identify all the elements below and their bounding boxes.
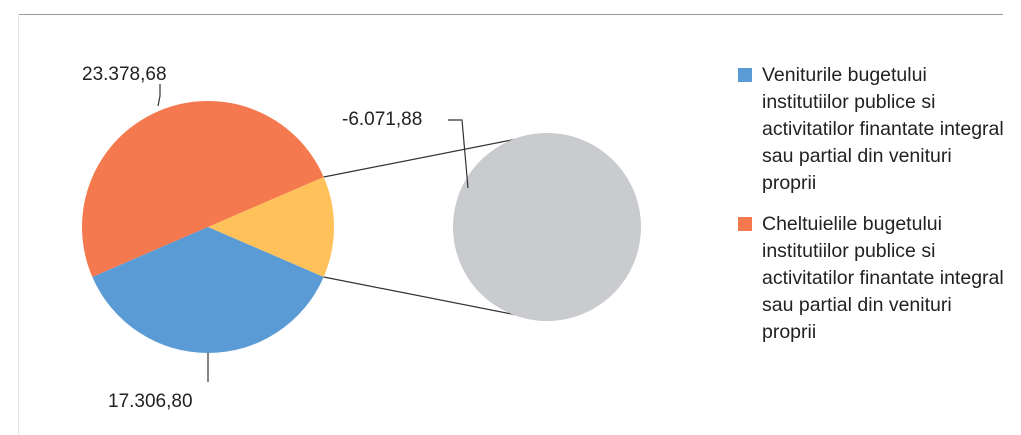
primary-pie xyxy=(81,100,335,354)
legend-item-cheltuieli: Cheltuielile bugetului institutiilor pub… xyxy=(738,211,1008,346)
legend-text-venituri: Veniturile bugetului institutiilor publi… xyxy=(762,64,1004,194)
left-border xyxy=(18,14,19,435)
data-label-cheltuieli: 23.378,68 xyxy=(82,64,167,85)
legend: Veniturile bugetului institutiilor publi… xyxy=(738,62,1008,360)
legend-item-venituri: Veniturile bugetului institutiilor publi… xyxy=(738,62,1008,197)
slice-venituri xyxy=(92,227,324,354)
pie-of-pie-chart: 23.378,68 17.306,80 -6.071,88 xyxy=(81,64,641,412)
legend-swatch-orange xyxy=(738,217,752,231)
legend-text-cheltuieli: Cheltuielile bugetului institutiilor pub… xyxy=(762,213,1004,343)
slice-secondary-share xyxy=(208,177,335,277)
leader-line-cheltuieli xyxy=(157,84,161,107)
label-leader-lines xyxy=(157,84,469,382)
connector-line-bottom xyxy=(323,276,543,321)
data-label-venituri: 17.306,80 xyxy=(108,391,193,412)
leader-line-secondary xyxy=(448,119,469,189)
legend-swatch-blue xyxy=(738,68,752,82)
secondary-pie xyxy=(453,133,641,321)
slice-cheltuieli xyxy=(81,100,324,277)
data-label-secondary: -6.071,88 xyxy=(342,109,422,130)
connector-line-top xyxy=(323,133,543,178)
connector-lines xyxy=(323,133,543,321)
top-border xyxy=(18,14,1003,15)
